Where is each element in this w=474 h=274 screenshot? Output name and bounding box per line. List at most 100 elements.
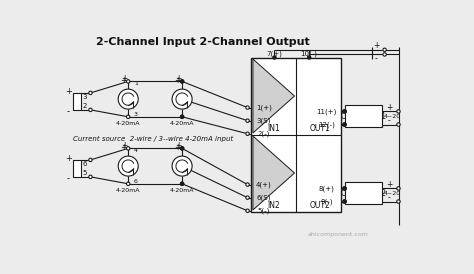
Circle shape — [127, 115, 130, 118]
Text: +: + — [64, 154, 72, 163]
Text: 2-Channel Input 2-Channel Output: 2-Channel Input 2-Channel Output — [96, 37, 310, 47]
Text: OUT1: OUT1 — [310, 124, 330, 133]
Circle shape — [246, 106, 249, 109]
Text: 1(+): 1(+) — [256, 104, 272, 111]
Text: 3: 3 — [83, 94, 87, 100]
Text: -: - — [67, 174, 70, 183]
Text: +: + — [174, 143, 181, 152]
Circle shape — [246, 196, 249, 199]
Text: 9(-): 9(-) — [320, 198, 333, 205]
Circle shape — [343, 110, 346, 113]
Circle shape — [118, 89, 138, 109]
Text: +: + — [120, 143, 127, 152]
Text: 6(S): 6(S) — [256, 195, 271, 201]
Text: 4~20: 4~20 — [384, 191, 401, 196]
Text: IN1: IN1 — [267, 175, 280, 184]
Circle shape — [181, 182, 184, 185]
Bar — [73, 160, 81, 177]
Text: +: + — [175, 74, 182, 83]
Circle shape — [127, 147, 130, 150]
Circle shape — [383, 53, 386, 56]
Text: -: - — [388, 193, 391, 202]
Text: +: + — [121, 74, 128, 83]
Text: +: + — [175, 141, 182, 150]
Circle shape — [181, 182, 183, 185]
Circle shape — [246, 183, 249, 186]
Bar — [345, 182, 382, 204]
Text: +: + — [120, 76, 127, 85]
Circle shape — [397, 200, 400, 203]
Circle shape — [246, 132, 249, 135]
Text: 4: 4 — [134, 148, 138, 153]
Text: 1: 1 — [134, 81, 138, 86]
Text: +: + — [64, 87, 72, 96]
Circle shape — [343, 200, 346, 203]
Text: ahicomponent.com: ahicomponent.com — [307, 232, 368, 237]
Bar — [251, 58, 341, 212]
Text: 5: 5 — [83, 170, 87, 176]
Text: 4(+): 4(+) — [256, 181, 272, 188]
Text: +: + — [121, 141, 128, 150]
Circle shape — [246, 209, 249, 212]
Text: OUT2: OUT2 — [310, 201, 330, 210]
Text: 3(S): 3(S) — [256, 118, 271, 124]
Circle shape — [172, 156, 192, 176]
Circle shape — [343, 123, 346, 126]
Text: +: + — [386, 180, 392, 189]
Text: 2: 2 — [83, 103, 87, 109]
Circle shape — [181, 80, 184, 83]
Circle shape — [343, 110, 346, 113]
Circle shape — [246, 119, 249, 122]
Polygon shape — [253, 59, 294, 133]
Circle shape — [383, 48, 386, 52]
Circle shape — [89, 108, 92, 112]
Circle shape — [273, 56, 276, 59]
Text: 3: 3 — [134, 112, 138, 117]
Circle shape — [181, 80, 183, 83]
Text: 6: 6 — [83, 161, 87, 167]
Text: -: - — [388, 116, 391, 125]
Circle shape — [89, 158, 92, 162]
Text: 11(+): 11(+) — [317, 108, 337, 115]
Circle shape — [89, 91, 92, 95]
Circle shape — [89, 175, 92, 179]
Circle shape — [343, 187, 346, 190]
Circle shape — [181, 115, 183, 118]
Circle shape — [343, 123, 346, 126]
Circle shape — [172, 89, 192, 109]
Text: IN2: IN2 — [267, 98, 280, 107]
Circle shape — [397, 110, 400, 113]
Text: +: + — [174, 76, 181, 85]
Text: 2(-): 2(-) — [257, 130, 270, 137]
Text: 4~20: 4~20 — [384, 114, 401, 119]
Circle shape — [343, 187, 346, 190]
Text: -: - — [67, 107, 70, 116]
Circle shape — [181, 147, 183, 150]
Circle shape — [127, 80, 130, 83]
Text: IN2: IN2 — [267, 201, 280, 210]
Text: 4-20mA: 4-20mA — [170, 121, 194, 126]
Circle shape — [397, 187, 400, 190]
Text: +: + — [373, 41, 379, 50]
Circle shape — [343, 200, 346, 203]
Text: Channel #1: Channel #1 — [340, 112, 385, 121]
Text: 4-20mA: 4-20mA — [170, 188, 194, 193]
Polygon shape — [253, 136, 294, 210]
Bar — [345, 105, 382, 127]
Text: 4-20mA: 4-20mA — [116, 188, 140, 193]
Text: 4-20mA: 4-20mA — [116, 121, 140, 126]
Text: IN1: IN1 — [267, 124, 280, 133]
Circle shape — [181, 115, 184, 118]
Circle shape — [127, 182, 130, 185]
Text: 12(-): 12(-) — [319, 121, 335, 128]
Circle shape — [308, 56, 310, 59]
Text: 7(+): 7(+) — [266, 50, 283, 57]
Circle shape — [118, 156, 138, 176]
Text: +: + — [386, 103, 392, 112]
Circle shape — [397, 123, 400, 126]
Circle shape — [181, 147, 184, 150]
Bar — [73, 93, 81, 110]
Text: 8(+): 8(+) — [319, 185, 335, 192]
Text: Current source  2-wire / 3--wire 4-20mA input: Current source 2-wire / 3--wire 4-20mA i… — [73, 136, 233, 142]
Text: Channel #2: Channel #2 — [340, 189, 385, 198]
